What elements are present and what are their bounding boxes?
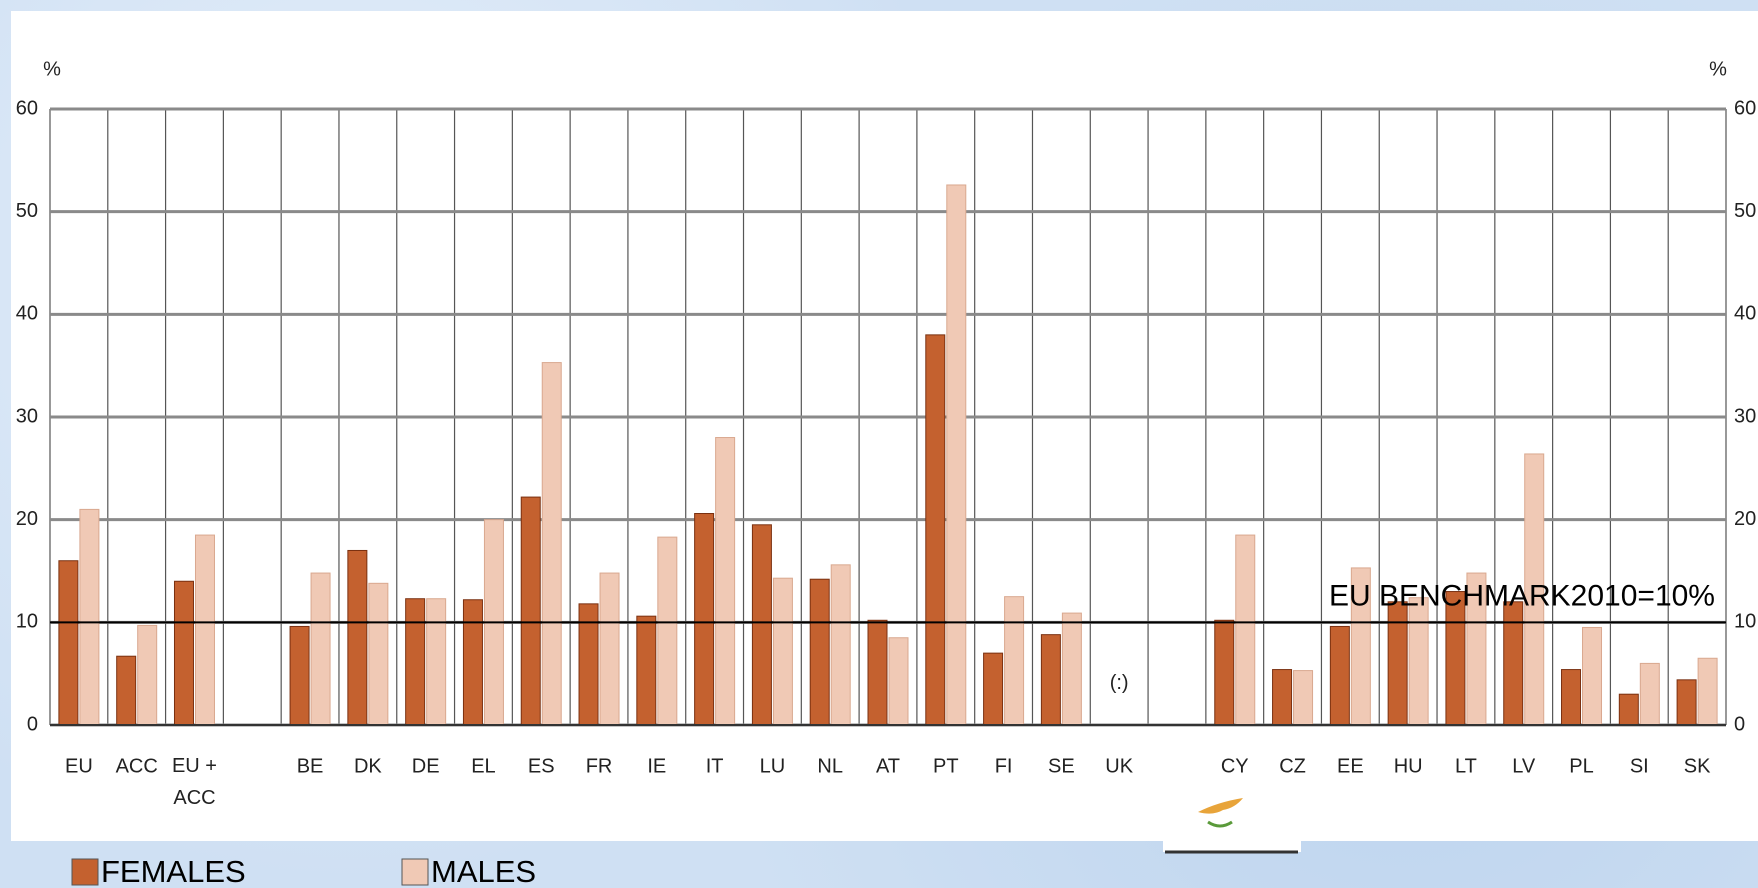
x-tick-label: SE	[1048, 755, 1075, 777]
y2-tick-label: 40	[1734, 303, 1756, 325]
bar	[1272, 669, 1293, 726]
bar	[636, 615, 657, 726]
bar	[694, 513, 715, 726]
bar	[1235, 534, 1256, 726]
bar	[1040, 634, 1061, 726]
bar	[462, 599, 483, 726]
bar	[137, 624, 158, 726]
x-tick-label: CY	[1221, 755, 1249, 777]
bar	[1214, 619, 1235, 726]
x-tick-label: EU + ACC	[172, 755, 217, 809]
bar	[347, 549, 368, 726]
bar	[1329, 625, 1350, 726]
y-tick-label: 10	[16, 611, 38, 633]
y2-axis-label: %	[1709, 58, 1727, 80]
legend-label: MALES	[431, 854, 536, 888]
x-tick-label: AT	[876, 755, 900, 777]
flag	[1163, 782, 1301, 854]
x-tick-label: ACC	[116, 755, 158, 777]
bar	[830, 564, 851, 726]
bar	[925, 334, 946, 726]
x-tick-label: HU	[1394, 755, 1423, 777]
bar	[772, 577, 793, 726]
bar	[1618, 693, 1639, 726]
bar	[751, 524, 772, 726]
y-tick-label: 50	[16, 200, 38, 222]
y-tick-label: 0	[27, 713, 38, 735]
bar	[426, 598, 447, 726]
x-tick-label: DK	[354, 755, 382, 777]
legend-swatch	[401, 858, 429, 886]
x-tick-label: FI	[995, 755, 1013, 777]
bar	[289, 625, 310, 726]
y2-tick-label: 20	[1734, 508, 1756, 530]
x-tick-label: PT	[933, 755, 959, 777]
y2-tick-label: 10	[1734, 611, 1756, 633]
x-tick-label: SI	[1630, 755, 1649, 777]
bar	[1676, 679, 1697, 726]
x-tick-label: ES	[528, 755, 555, 777]
y2-tick-label: 30	[1734, 405, 1756, 427]
y-tick-label: 20	[16, 508, 38, 530]
bar	[715, 437, 736, 726]
x-tick-label: EE	[1337, 755, 1364, 777]
x-tick-label: PL	[1569, 755, 1593, 777]
x-tick-label: UK	[1105, 755, 1133, 777]
x-tick-label: NL	[817, 755, 843, 777]
bar	[1503, 601, 1524, 726]
bar	[1293, 670, 1314, 726]
bar	[116, 655, 137, 726]
bar	[541, 362, 562, 726]
bar	[173, 580, 194, 726]
bar	[1387, 601, 1408, 726]
bar	[1561, 669, 1582, 726]
bar	[599, 572, 620, 726]
y-tick-label: 40	[16, 303, 38, 325]
bar	[983, 652, 1004, 726]
x-tick-label: IE	[647, 755, 666, 777]
y-tick-label: 60	[16, 97, 38, 119]
benchmark-label: EU BENCHMARK2010=10%	[1329, 579, 1715, 612]
y2-tick-label: 50	[1734, 200, 1756, 222]
bar	[1697, 657, 1718, 726]
y2-tick-label: 60	[1734, 97, 1756, 119]
x-tick-label: EL	[471, 755, 495, 777]
bar	[520, 496, 541, 726]
x-tick-label: EU	[65, 755, 93, 777]
bar	[809, 578, 830, 726]
legend-swatch	[71, 858, 99, 886]
x-tick-label: BE	[297, 755, 324, 777]
bar	[867, 619, 888, 726]
bar	[1061, 612, 1082, 726]
bar	[1639, 662, 1660, 726]
x-tick-label: FR	[586, 755, 613, 777]
bar	[946, 184, 967, 726]
bar	[657, 536, 678, 726]
x-tick-label: DE	[412, 755, 440, 777]
bar	[194, 534, 215, 726]
legend-label: FEMALES	[101, 854, 246, 888]
y-tick-label: 30	[16, 405, 38, 427]
bar	[79, 508, 100, 726]
x-tick-label: IT	[706, 755, 724, 777]
bar	[1582, 626, 1603, 726]
bar	[405, 598, 426, 726]
bar	[1004, 596, 1025, 726]
bar	[368, 582, 389, 726]
missing-note: (:)	[1110, 672, 1129, 694]
bar	[888, 637, 909, 726]
x-tick-label: LT	[1455, 755, 1477, 777]
x-tick-label: SK	[1684, 755, 1711, 777]
bar	[310, 572, 331, 726]
x-tick-label: CZ	[1279, 755, 1306, 777]
y2-tick-label: 0	[1734, 713, 1745, 735]
bar	[1408, 597, 1429, 726]
y-axis-label: %	[43, 58, 61, 80]
x-tick-label: LV	[1512, 755, 1536, 777]
bar	[58, 560, 79, 726]
x-tick-label: LU	[760, 755, 786, 777]
